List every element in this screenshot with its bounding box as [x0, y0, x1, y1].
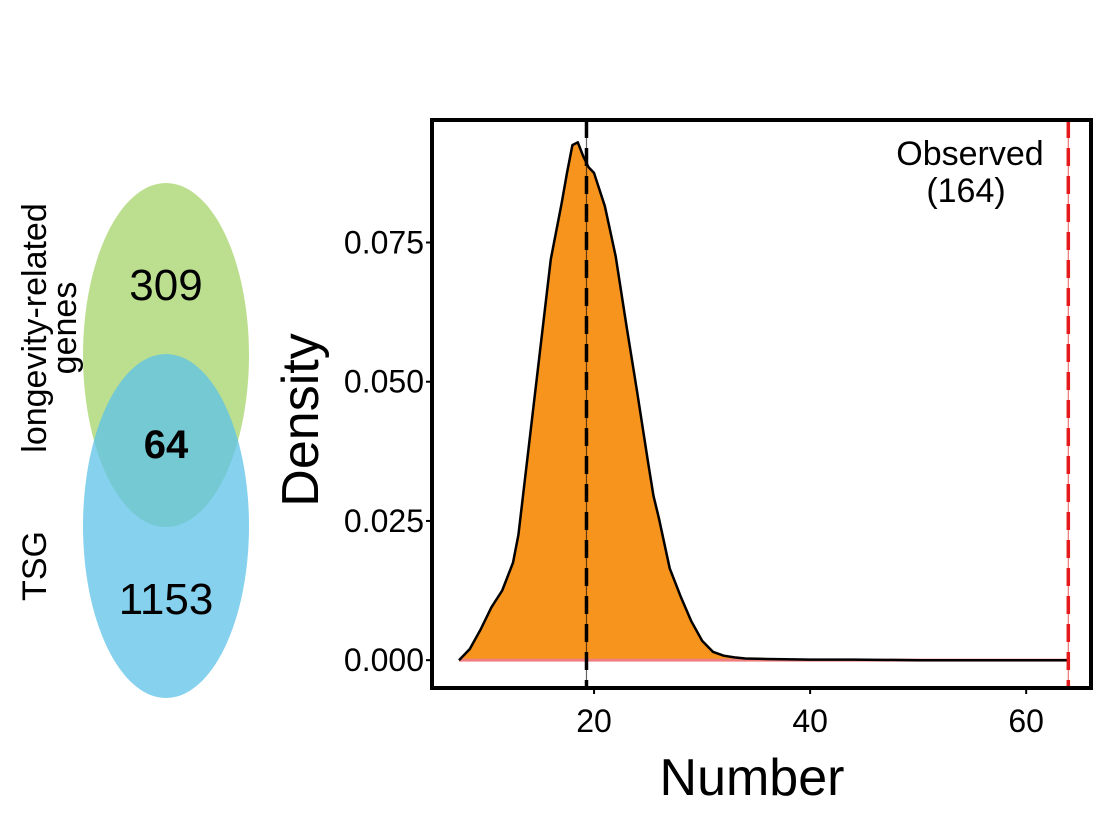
venn-label-longevity-line2: genes [46, 282, 84, 375]
plot-frame [430, 118, 1093, 690]
y-tick-label: 0.075 [344, 225, 424, 261]
venn-count-tsg-only: 1153 [119, 575, 214, 624]
density-layer [458, 120, 1071, 688]
y-axis-ticks: 0.000 0.025 0.050 0.075 [344, 225, 432, 678]
y-axis-title: Density [272, 333, 330, 506]
venn-count-intersection: 64 [144, 423, 189, 467]
density-area [459, 142, 1068, 661]
annotation-observed-line2: (164) [926, 172, 1005, 210]
annotation-observed-line1: Observed [896, 135, 1043, 173]
y-tick-label: 0.050 [344, 364, 424, 400]
venn-label-longevity-line1: longevity-related [16, 203, 54, 452]
density-line [458, 141, 1068, 662]
x-tick-label: 40 [792, 703, 828, 739]
x-tick-label: 20 [576, 703, 612, 739]
y-tick-label: 0.000 [344, 642, 424, 678]
x-axis-ticks: 20 40 60 [576, 688, 1044, 739]
x-axis-title: Number [660, 749, 845, 807]
x-tick-label: 60 [1008, 703, 1044, 739]
venn-count-longevity-only: 309 [129, 261, 202, 310]
y-tick-label: 0.025 [344, 503, 424, 539]
venn-diagram: 309 64 1153 longevity-related genes TSG [16, 183, 249, 698]
density-plot: 0.000 0.025 0.050 0.075 20 40 60 Observed (16… [272, 118, 1093, 807]
venn-set-tsg [83, 354, 249, 698]
venn-label-tsg: TSG [16, 531, 54, 601]
